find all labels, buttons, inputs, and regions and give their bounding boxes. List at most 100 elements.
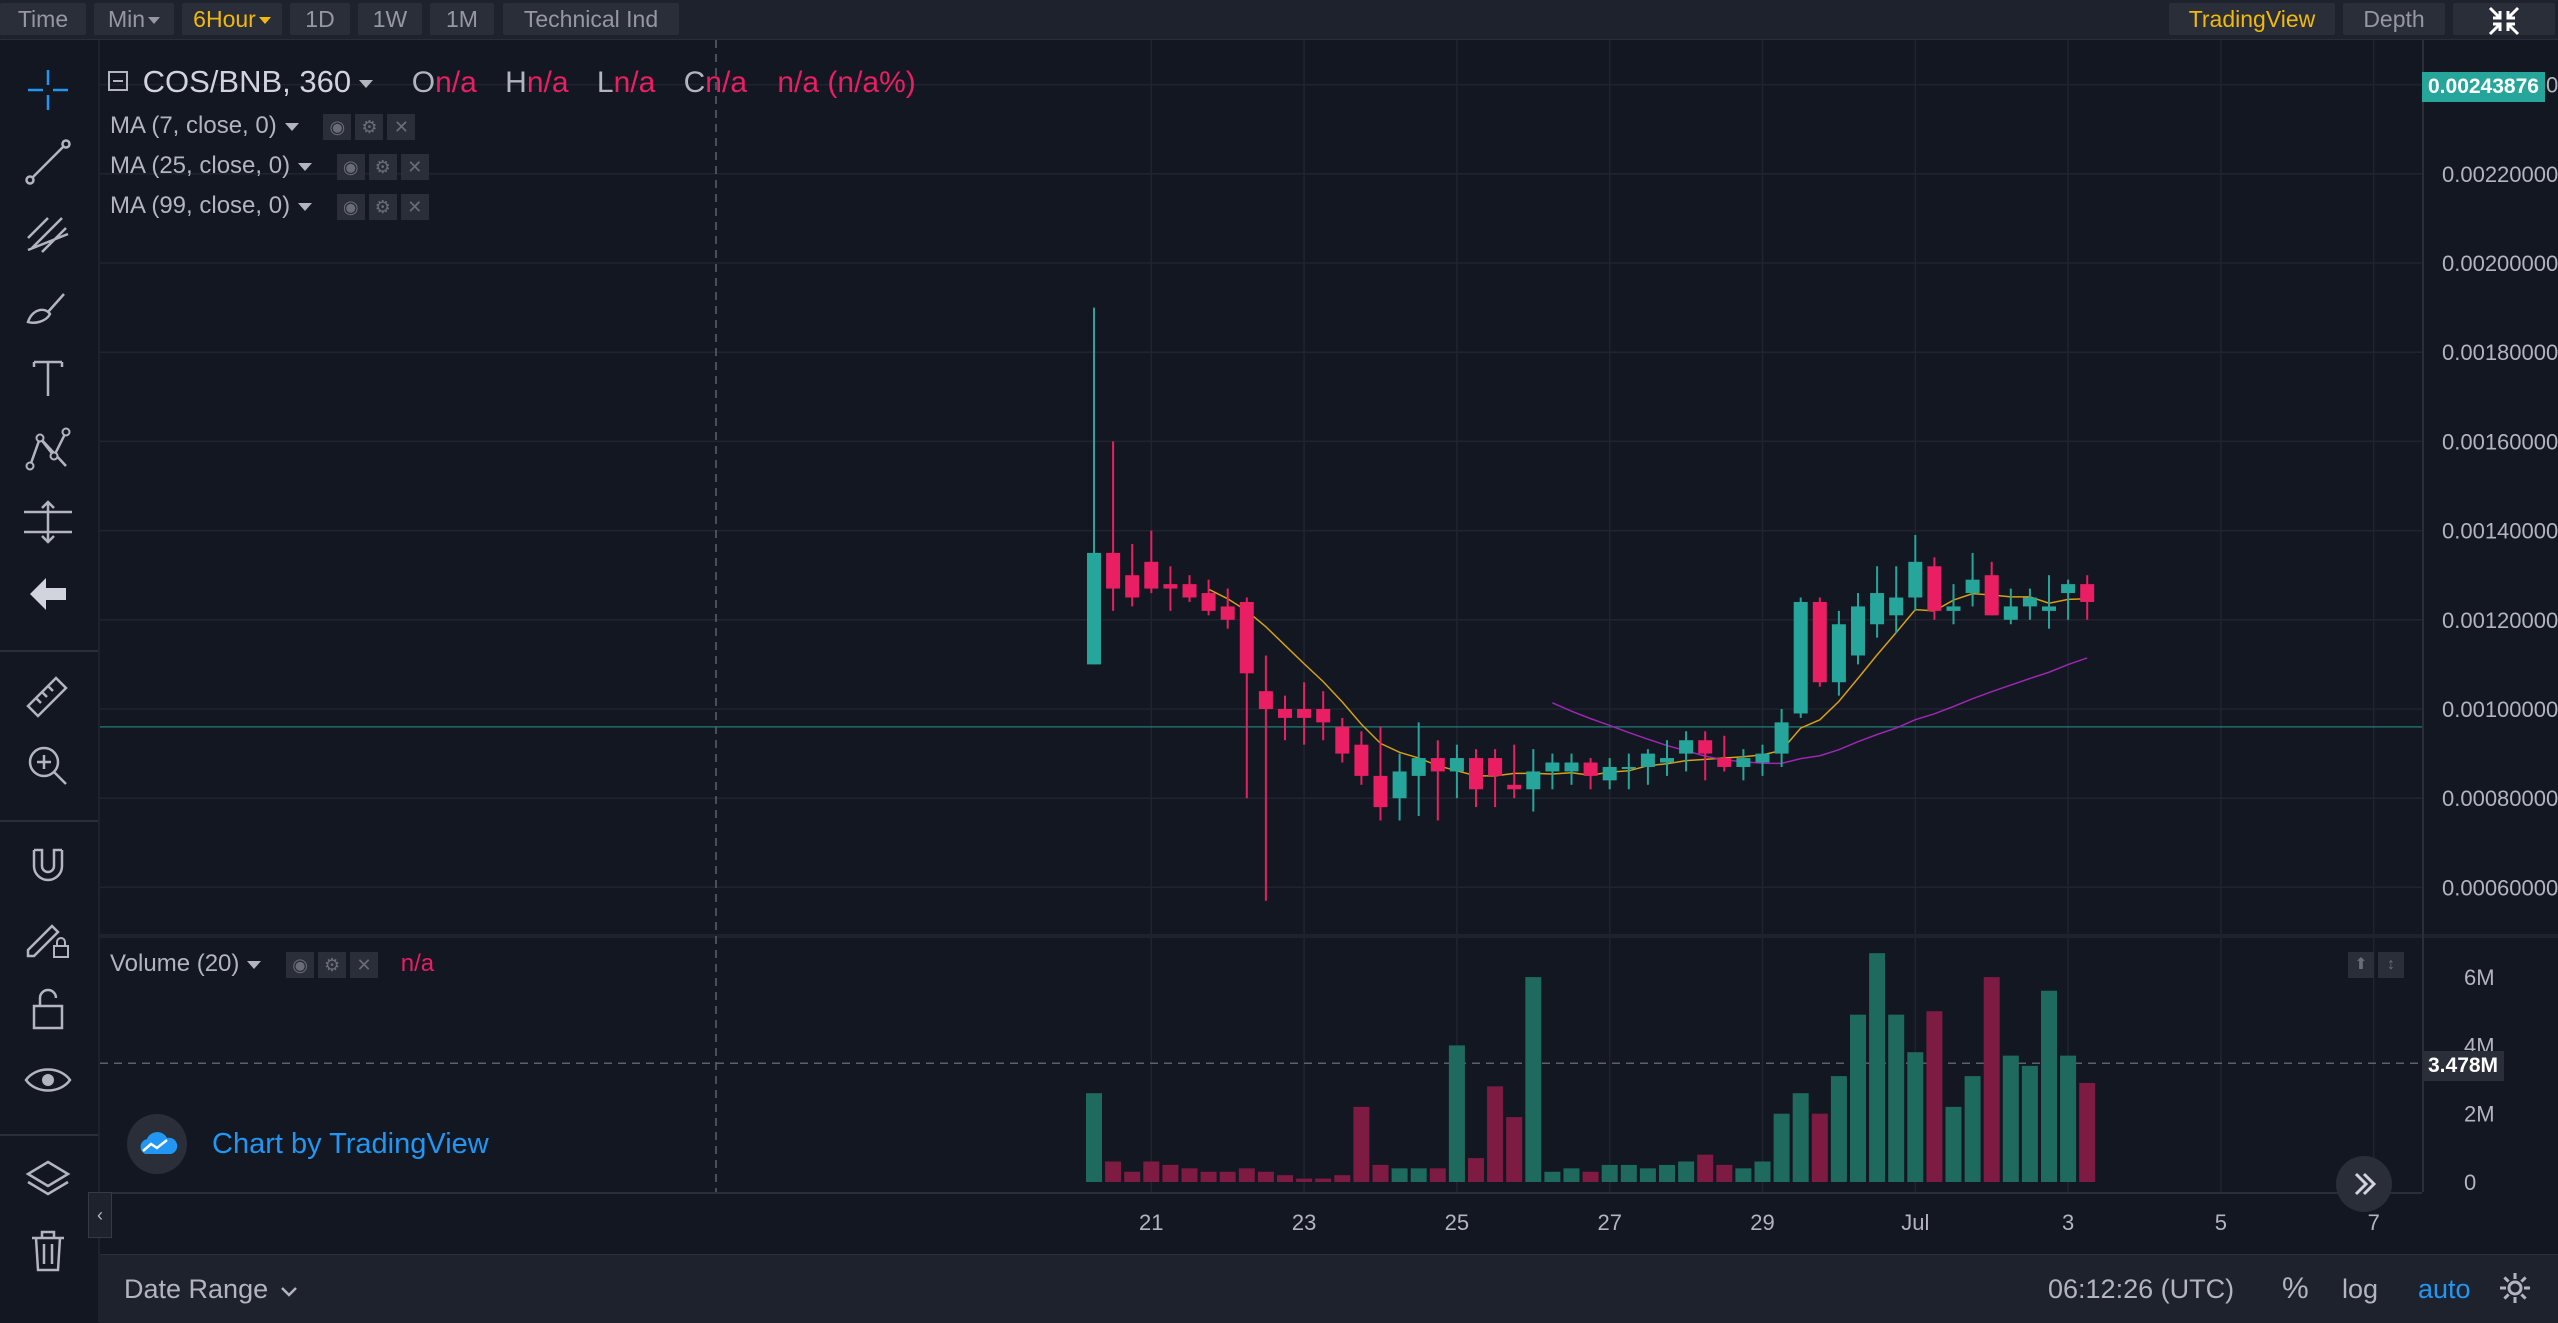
double-chevron-right-icon <box>2354 1172 2377 1196</box>
interval-1w-button[interactable]: 1W <box>358 3 422 35</box>
eye-icon[interactable]: ◉ <box>286 951 315 978</box>
ma25-legend[interactable]: MA (25, close, 0) ◉ ⚙ ✕ <box>110 152 429 180</box>
chevron-left-icon: ‹ <box>97 1205 103 1225</box>
percent-toggle[interactable]: % <box>2282 1272 2309 1305</box>
collapse-toolbar-handle[interactable]: ‹ <box>88 1192 112 1238</box>
delete-tool[interactable] <box>18 1220 78 1280</box>
log-toggle[interactable]: log <box>2342 1274 2379 1304</box>
arrow-up-icon[interactable]: ⬆ <box>2348 952 2374 978</box>
interval-1d-button[interactable]: 1D <box>290 3 350 35</box>
candle-body <box>2042 606 2056 611</box>
symbol-name[interactable]: COS/BNB, 360 <box>142 64 352 99</box>
candle-body <box>1106 552 1121 589</box>
settings-button[interactable] <box>2498 1271 2532 1310</box>
volume-value: n/a <box>400 950 435 977</box>
gear-icon[interactable]: ⚙ <box>368 193 397 220</box>
candle-body <box>1564 762 1579 772</box>
chart-area[interactable]: 0.002400000.002200000.002000000.00180000… <box>88 40 2558 1322</box>
close-icon[interactable]: ✕ <box>350 951 379 978</box>
gear-icon[interactable]: ⚙ <box>368 153 397 180</box>
volume-bar <box>1238 1168 1255 1182</box>
lock-drawing-tool[interactable] <box>18 906 78 966</box>
pattern-tool[interactable] <box>18 420 78 480</box>
bottom-bar: Date Range 06:12:26 (UTC) % log auto <box>100 1254 2558 1323</box>
time-tick-label: 29 <box>1750 1210 1774 1235</box>
time-tick-label: Jul <box>1901 1210 1929 1235</box>
close-icon[interactable]: ✕ <box>387 113 416 140</box>
utc-clock[interactable]: 06:12:26 (UTC) <box>2048 1274 2235 1304</box>
unlock-tool[interactable] <box>18 978 78 1038</box>
trend-line-tool[interactable] <box>18 132 78 192</box>
magnet-tool[interactable] <box>18 834 78 894</box>
layers-tool[interactable] <box>18 1148 78 1208</box>
brush-tool[interactable] <box>18 276 78 336</box>
candle-body <box>1125 575 1140 598</box>
volume-bar <box>1448 1045 1465 1182</box>
volume-legend[interactable]: Volume (20) ◉ ⚙ ✕ n/a <box>110 950 434 978</box>
volume-bar <box>1773 1113 1790 1182</box>
ruler-tool[interactable] <box>18 664 78 724</box>
time-tick-label: 7 <box>2368 1210 2380 1235</box>
zoom-tool[interactable] <box>18 736 78 796</box>
brush-icon <box>26 293 65 324</box>
six-hour-dropdown[interactable]: 6Hour <box>182 3 282 35</box>
caret-down-icon[interactable] <box>298 162 313 171</box>
close-icon[interactable]: ✕ <box>400 153 429 180</box>
collapse-icon[interactable] <box>108 70 128 91</box>
gear-icon[interactable]: ⚙ <box>318 951 347 978</box>
gear-icon[interactable]: ⚙ <box>355 113 384 140</box>
volume-bar <box>1162 1164 1179 1182</box>
measure-tool[interactable] <box>18 492 78 552</box>
volume-bar <box>1353 1106 1370 1182</box>
symbol-caret-icon[interactable] <box>359 79 374 88</box>
tradingview-watermark[interactable]: Chart by TradingView <box>127 1112 489 1176</box>
pattern-icon <box>25 427 71 471</box>
caret-down-icon <box>148 17 161 25</box>
caret-down-icon[interactable] <box>284 122 299 131</box>
text-tool[interactable] <box>18 348 78 408</box>
tool-divider <box>0 820 98 822</box>
price-tick-label: 0.00100000 <box>2442 697 2558 722</box>
volume-bar <box>1601 1164 1618 1182</box>
visibility-tool[interactable] <box>18 1050 78 1110</box>
volume-tick-label: 0 <box>2464 1170 2476 1195</box>
caret-down-icon[interactable] <box>247 960 262 969</box>
technical-ind-button[interactable]: Technical Ind <box>503 3 679 35</box>
close-icon[interactable]: ✕ <box>400 193 429 220</box>
candle-body <box>1812 601 1827 683</box>
scroll-to-realtime-button[interactable] <box>2336 1156 2392 1212</box>
tradingview-tab[interactable]: TradingView <box>2169 3 2335 35</box>
exit-fullscreen-button[interactable] <box>2453 3 2555 35</box>
eye-icon[interactable]: ◉ <box>336 193 365 220</box>
eye-icon[interactable]: ◉ <box>323 113 352 140</box>
volume-bar <box>1792 1093 1809 1182</box>
watermark-text: Chart by TradingView <box>212 1127 489 1160</box>
ruler-icon <box>26 676 68 718</box>
min-dropdown[interactable]: Min <box>94 3 174 35</box>
candle-body <box>1679 740 1694 754</box>
candle-body <box>1526 771 1541 790</box>
date-range-dropdown[interactable]: Date Range <box>124 1274 298 1305</box>
interval-1m-button[interactable]: 1M <box>430 3 494 35</box>
close-value: n/a <box>705 66 748 99</box>
caret-down-icon[interactable] <box>298 202 313 211</box>
back-tool[interactable] <box>18 564 78 624</box>
price-tick-label: 0.00120000 <box>2442 608 2558 633</box>
candlestick-chart[interactable]: 0.002400000.002200000.002000000.00180000… <box>100 40 2558 1254</box>
volume-bar <box>1410 1168 1427 1182</box>
ma99-legend[interactable]: MA (99, close, 0) ◉ ⚙ ✕ <box>110 192 429 220</box>
ma7-legend[interactable]: MA (7, close, 0) ◉ ⚙ ✕ <box>110 112 416 140</box>
depth-tab[interactable]: Depth <box>2343 3 2445 35</box>
fib-retracement-icon <box>27 217 69 253</box>
volume-bar <box>1926 1011 1943 1182</box>
volume-bar <box>2060 1055 2077 1182</box>
expand-icon[interactable]: ↕ <box>2378 952 2404 978</box>
eye-icon[interactable]: ◉ <box>336 153 365 180</box>
candle-body <box>1507 784 1522 790</box>
fib-tool[interactable] <box>18 204 78 264</box>
ma7-label: MA (7, close, 0) <box>110 112 277 139</box>
auto-toggle[interactable]: auto <box>2418 1274 2471 1304</box>
time-button[interactable]: Time <box>0 3 86 35</box>
cloud-logo-icon <box>127 1114 187 1174</box>
crosshair-tool[interactable] <box>18 60 78 120</box>
